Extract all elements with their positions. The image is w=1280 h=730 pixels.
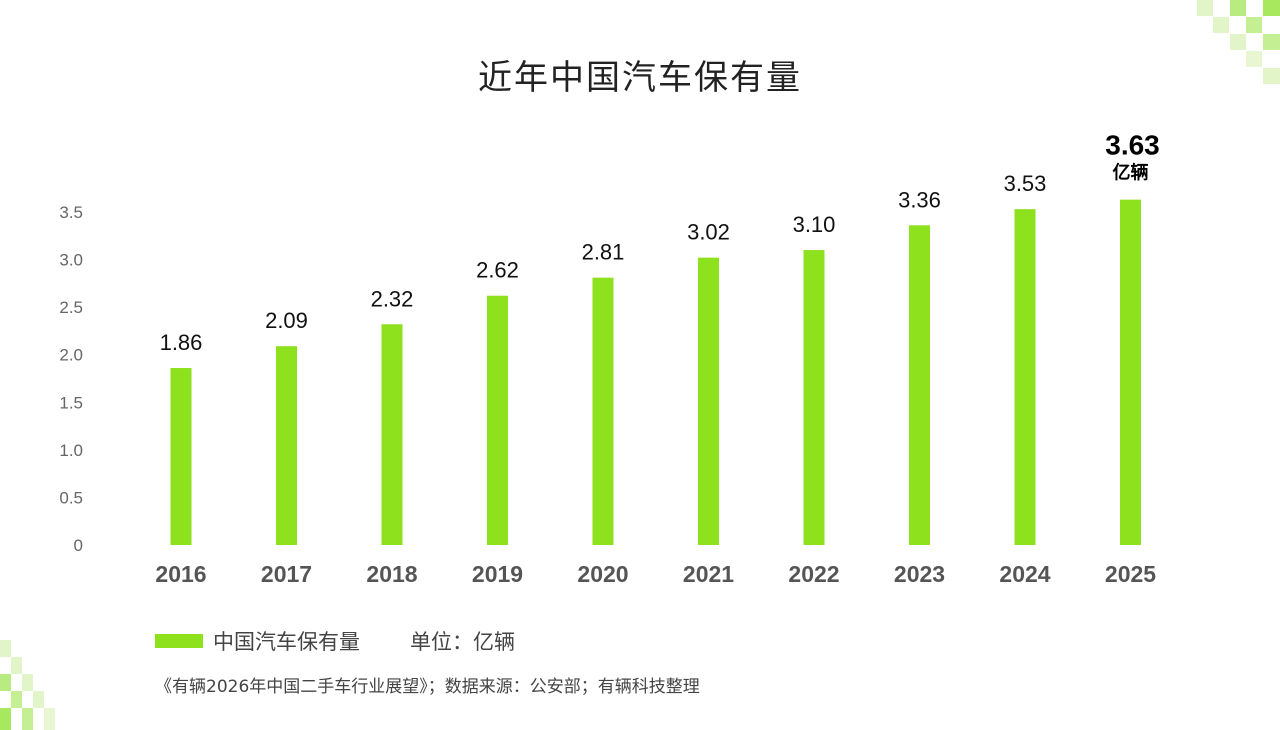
x-tick-label: 2023 [894, 561, 945, 587]
y-tick-label: 3.0 [59, 251, 83, 270]
y-tick-label: 2.5 [59, 298, 83, 317]
legend: 中国汽车保有量 单位：亿辆 [155, 626, 515, 656]
x-tick-label: 2020 [577, 561, 628, 587]
x-tick-label: 2022 [788, 561, 839, 587]
data-label: 1.86 [160, 330, 203, 355]
data-label: 3.02 [687, 220, 730, 245]
data-label: 2.32 [371, 286, 414, 311]
bar-2018 [381, 324, 403, 545]
data-label: 3.53 [1004, 171, 1047, 196]
decorative-checker-top-right [1197, 0, 1280, 84]
legend-swatch [155, 634, 203, 648]
bar-2017 [276, 346, 297, 545]
x-tick-label: 2024 [999, 561, 1050, 587]
x-tick-label: 2021 [683, 561, 734, 587]
y-tick-label: 0 [74, 536, 83, 555]
data-label: 2.62 [476, 258, 519, 283]
y-tick-label: 0.5 [59, 488, 83, 507]
x-tick-label: 2016 [155, 561, 206, 587]
unit-label: 单位：亿辆 [410, 630, 515, 654]
data-label: 2.09 [265, 308, 308, 333]
bar-2021 [698, 257, 719, 545]
bar-2016 [170, 368, 192, 545]
bar-2025 [1120, 199, 1141, 546]
data-label: 2.81 [582, 240, 625, 265]
legend-label: 中国汽车保有量 [213, 630, 360, 654]
decorative-checker-bottom-left [0, 640, 55, 730]
source-note: 《有辆2026年中国二手车行业展望》；数据来源：公安部；有辆科技整理 [155, 677, 700, 697]
data-label: 3.10 [793, 212, 836, 237]
data-label-highlight: 3.63 [1105, 130, 1160, 161]
data-label: 3.36 [898, 187, 941, 212]
y-tick-label: 3.5 [59, 203, 83, 222]
y-tick-label: 1.5 [59, 393, 83, 412]
bar-2022 [803, 250, 825, 546]
data-label-unit: 亿辆 [1113, 162, 1149, 184]
x-tick-label: 2018 [366, 561, 417, 587]
x-tick-label: 2019 [472, 561, 523, 587]
bar-2019 [487, 295, 508, 545]
y-tick-label: 1.0 [59, 441, 83, 460]
chart-title: 近年中国汽车保有量 [478, 58, 802, 98]
bar-2020 [592, 277, 614, 545]
x-tick-label: 2025 [1105, 561, 1156, 587]
bar-2023 [909, 225, 930, 545]
bar-2024 [1014, 209, 1036, 545]
y-tick-label: 2.0 [59, 346, 83, 365]
x-tick-label: 2017 [261, 561, 312, 587]
